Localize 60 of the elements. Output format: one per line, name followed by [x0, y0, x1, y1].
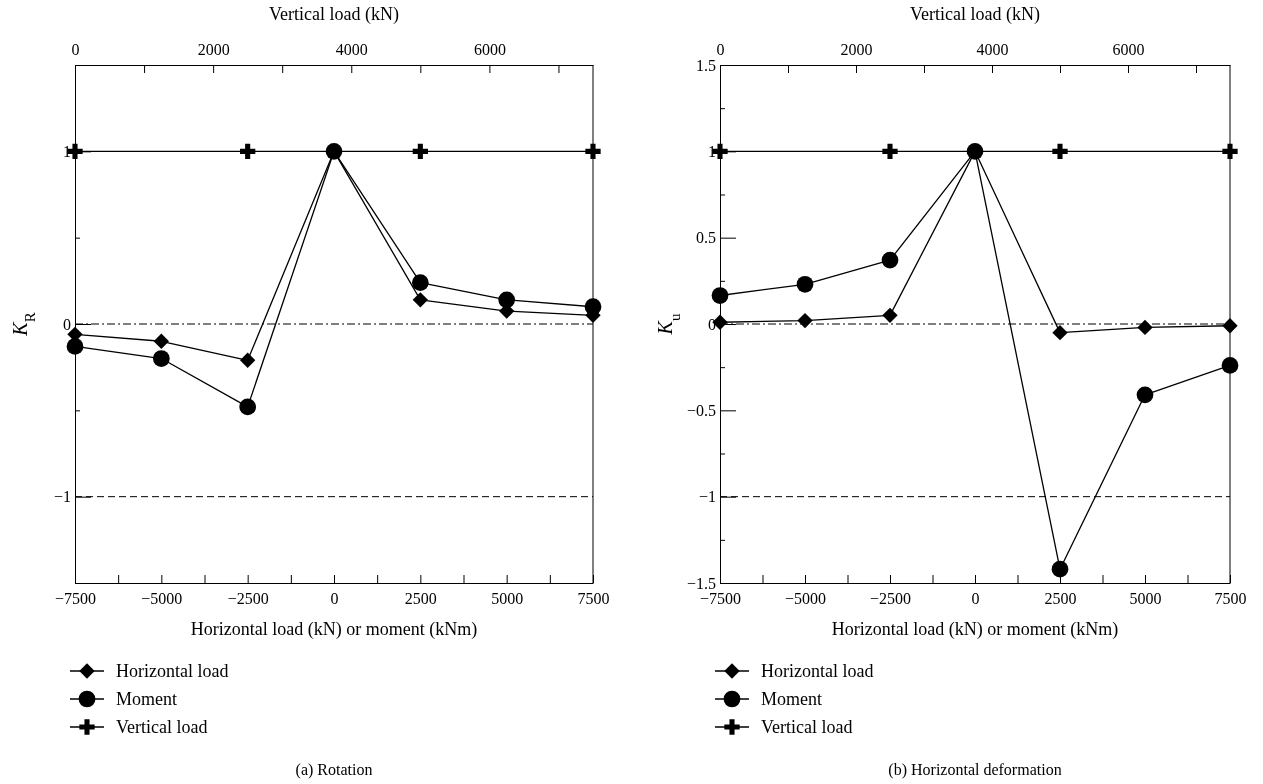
x-tick-label: 2500 — [404, 590, 437, 608]
legend-label: Moment — [761, 689, 822, 709]
x2-tick-label: 2000 — [197, 41, 230, 58]
legend-label: Vertical load — [116, 717, 208, 737]
y-tick-label: −1.5 — [686, 574, 716, 592]
point — [411, 274, 429, 291]
legend-label: Horizontal load — [761, 661, 874, 681]
y-tick-label: 0 — [63, 315, 71, 333]
x2-axis-title: Vertical load (kN) — [910, 4, 1040, 25]
x-axis-title: Horizontal load (kN) or moment (kNm) — [190, 619, 478, 640]
point — [412, 292, 428, 308]
y-tick-label: 1 — [708, 142, 716, 160]
x-tick-label: −2500 — [869, 590, 912, 608]
point — [1137, 319, 1153, 336]
y-tick-label: 1.5 — [696, 56, 716, 74]
point — [796, 275, 814, 293]
point — [882, 307, 898, 324]
x-tick-label: −7500 — [699, 590, 742, 608]
x-tick-label: 0 — [330, 590, 339, 608]
point — [1221, 357, 1239, 374]
x-tick-label: 0 — [971, 590, 980, 608]
y-tick-label: −1 — [53, 488, 71, 506]
x-tick-label: −2500 — [227, 590, 269, 608]
point — [711, 287, 729, 304]
point — [240, 352, 256, 368]
x-axis-title: Horizontal load (kN) or moment (kNm) — [831, 619, 1119, 640]
x2-tick-label: 2000 — [840, 41, 873, 58]
x-tick-label: 2500 — [1044, 590, 1077, 608]
point — [1136, 386, 1154, 404]
point — [797, 312, 813, 329]
point — [1222, 318, 1238, 334]
point — [1052, 324, 1068, 341]
y-tick-label: −0.5 — [686, 401, 716, 419]
legend-label: Vertical load — [761, 717, 853, 737]
y-tick-label: 0.5 — [696, 229, 716, 247]
y-tick-label: −1 — [698, 488, 716, 506]
point — [153, 333, 169, 349]
legend-label: Horizontal load — [116, 661, 229, 681]
point — [66, 338, 84, 355]
x-tick-label: 7500 — [1214, 590, 1247, 608]
x-tick-label: −5000 — [141, 590, 183, 608]
x-tick-label: −5000 — [784, 590, 827, 608]
legend-label: Moment — [116, 689, 177, 709]
x2-axis-title: Vertical load (kN) — [269, 4, 399, 25]
x-tick-label: −7500 — [54, 590, 97, 608]
text: (b) Horizontal deformation — [888, 761, 1062, 779]
x-tick-label: 5000 — [491, 590, 524, 608]
point — [498, 291, 516, 309]
x-tick-label: 7500 — [577, 590, 610, 608]
point — [881, 251, 899, 269]
x-tick-label: 5000 — [1129, 590, 1162, 608]
x2-tick-label: 6000 — [473, 41, 506, 58]
text: (a) Rotation — [295, 761, 373, 779]
x2-tick-label: 4000 — [335, 41, 368, 58]
point — [152, 350, 170, 367]
point — [1051, 560, 1069, 578]
point — [239, 398, 257, 416]
y-tick-label: 1 — [63, 142, 71, 160]
x2-tick-label: 6000 — [1112, 41, 1145, 58]
x2-tick-label: 4000 — [976, 41, 1009, 58]
